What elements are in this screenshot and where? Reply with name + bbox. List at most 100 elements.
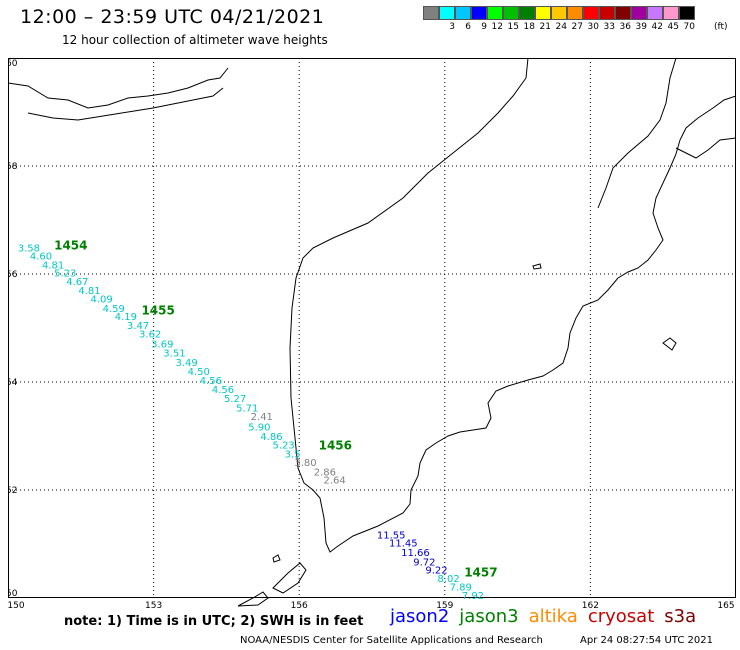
swh-value: 4.56 [200, 376, 222, 387]
northeast-bay [597, 58, 677, 209]
scale-swatch [583, 6, 599, 20]
scale-swatch [487, 6, 503, 20]
satellite-name: cryosat [587, 606, 655, 627]
okhotsk-north-shore [8, 67, 229, 109]
koni-peninsula [27, 87, 224, 121]
scale-swatch [519, 6, 535, 20]
scale-swatch [679, 6, 695, 20]
scale-swatch [423, 6, 439, 20]
swh-value: 5.90 [248, 423, 270, 434]
swh-value: 11.55 [377, 531, 406, 542]
map-subtitle: 12 hour collection of altimeter wave hei… [62, 33, 328, 47]
scale-label: 6 [465, 22, 471, 32]
satellite-name: jason3 [459, 606, 519, 627]
scale-label: 3 [449, 22, 455, 32]
swh-value: 5.23 [273, 440, 295, 451]
swh-value: 11.45 [389, 539, 418, 550]
satellite-legend: jason2 jason3 altika cryosat s3a [390, 606, 706, 627]
karaginsky-coastline [675, 137, 736, 159]
scale-swatch [567, 6, 583, 20]
lon-tick-label: 159 [436, 601, 453, 608]
swh-value: 3.69 [151, 339, 173, 350]
scale-swatch [471, 6, 487, 20]
scale-label: 33 [603, 22, 615, 32]
lat-tick-label: 60 [8, 59, 18, 69]
swh-value: 4.50 [188, 367, 210, 378]
lat-tick-label: 58 [8, 162, 18, 172]
karaginsky-island [662, 337, 677, 351]
scale-label: 27 [571, 22, 583, 32]
satellite-name: s3a [664, 606, 697, 627]
lon-tick-label: 150 [8, 601, 25, 608]
scale-swatch [455, 6, 471, 20]
scale-label: 30 [587, 22, 599, 32]
credit-line: NOAA/NESDIS Center for Satellite Applica… [240, 635, 543, 646]
pass-time-label: 1457 [464, 565, 497, 579]
swh-value: 5.27 [224, 394, 246, 405]
axis-labels: 150 153 156 159 162 165 60 58 56 54 52 50 [8, 59, 735, 608]
swh-value: 9.22 [425, 566, 447, 577]
scale-label: 18 [523, 22, 535, 32]
swh-value: 4.81 [42, 261, 64, 272]
pass-time-label: 1455 [141, 304, 174, 318]
scale-swatch [551, 6, 567, 20]
lat-tick-label: 50 [8, 589, 18, 599]
swh-value: 5.71 [236, 404, 258, 415]
swh-value: 3.62 [139, 330, 161, 341]
swh-value: 3.80 [294, 458, 316, 469]
scale-swatch [647, 6, 663, 20]
swh-value: 4.56 [212, 385, 234, 396]
satellite-passes: 1454 1455 1456 1457 [54, 239, 498, 580]
paramushir-island [237, 591, 269, 607]
scale-label: 70 [683, 22, 695, 32]
scale-label: 15 [507, 22, 519, 32]
scale-label: 39 [635, 22, 647, 32]
scale-label: 12 [491, 22, 503, 32]
swh-value: 11.66 [401, 548, 430, 559]
swh-value: 5.23 [54, 269, 76, 280]
wave-height-points: 3.584.604.815.234.674.814.094.594.193.47… [18, 243, 484, 602]
swh-value: 7.89 [450, 582, 472, 593]
satellite-name: jason2 [390, 606, 450, 627]
scale-label: 21 [539, 22, 551, 32]
scale-swatch [503, 6, 519, 20]
scale-label: 45 [667, 22, 679, 32]
lon-tick-label: 165 [717, 601, 734, 608]
scale-swatch [599, 6, 615, 20]
lat-tick-label: 56 [8, 270, 18, 280]
offshore-islet [532, 263, 542, 270]
timestamp: Apr 24 08:27:54 UTC 2021 [580, 635, 713, 646]
swh-value: 8.02 [438, 574, 460, 585]
color-scale [423, 6, 695, 20]
swh-value: 3.58 [18, 243, 40, 254]
shumshu-island [272, 562, 307, 594]
swh-value: 4.59 [103, 304, 125, 315]
lon-tick-label: 156 [291, 601, 308, 608]
scale-swatch [631, 6, 647, 20]
swh-value: 9.72 [413, 558, 435, 569]
swh-value: 3.49 [175, 358, 197, 369]
satellite-name: altika [528, 606, 578, 627]
swh-value: 4.60 [30, 251, 52, 262]
scale-label: 36 [619, 22, 631, 32]
scale-swatch [535, 6, 551, 20]
scale-label: 24 [555, 22, 567, 32]
map-frame [8, 58, 736, 598]
swh-value: 4.09 [91, 295, 113, 306]
swh-value: 2.86 [314, 467, 336, 478]
scale-label: 42 [651, 22, 663, 32]
map-title: 12:00 – 23:59 UTC 04/21/2021 [20, 6, 325, 28]
scale-label [423, 22, 439, 32]
kuril-islet [272, 554, 281, 563]
swh-value: 4.81 [78, 286, 100, 297]
swh-value: 2.41 [251, 412, 273, 423]
swh-value: 4.19 [115, 312, 137, 323]
kamchatka-coastline [289, 58, 736, 553]
swh-value: 4.67 [66, 277, 88, 288]
swh-value: 3.5 [285, 450, 301, 461]
swh-value: 7.92 [462, 591, 484, 602]
swh-value: 4.86 [260, 432, 282, 443]
scale-swatch [615, 6, 631, 20]
swh-value: 2.64 [323, 476, 345, 487]
